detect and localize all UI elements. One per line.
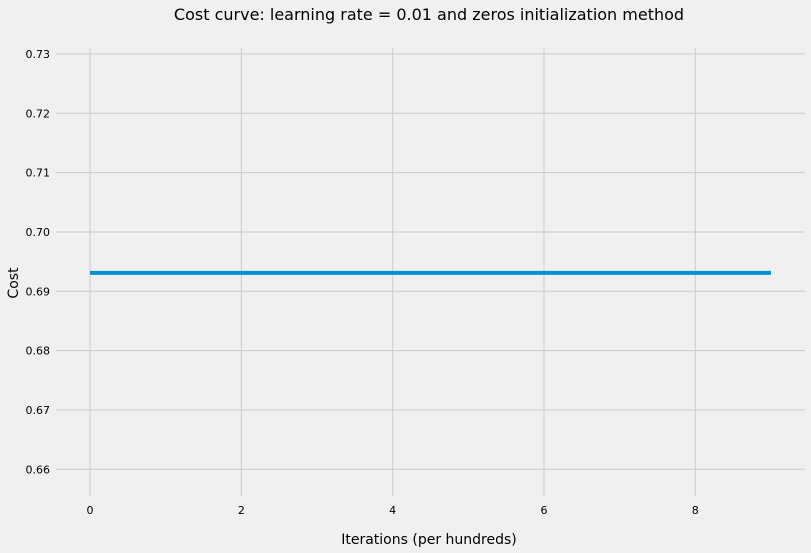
y-tick-labels: 0.66 0.67 0.68 0.69 0.70 0.71 0.72 0.73 [26,48,51,476]
x-tick-label: 4 [389,504,396,517]
x-tick-label: 6 [540,504,547,517]
chart-title: Cost curve: learning rate = 0.01 and zer… [174,5,684,24]
x-tick-label: 2 [238,504,245,517]
y-tick-label: 0.66 [26,463,51,476]
x-axis-label: Iterations (per hundreds) [341,532,517,548]
y-tick-label: 0.73 [26,48,51,61]
y-tick-label: 0.67 [26,404,51,417]
x-tick-label: 0 [87,504,94,517]
y-axis-label: Cost [6,267,22,299]
y-tick-label: 0.71 [26,167,51,180]
x-tick-label: 8 [692,504,699,517]
y-tick-label: 0.70 [26,226,51,239]
y-tick-label: 0.69 [26,285,51,298]
x-tick-labels: 0 2 4 6 8 [87,504,699,517]
y-tick-label: 0.68 [26,345,51,358]
y-tick-label: 0.72 [26,107,51,120]
